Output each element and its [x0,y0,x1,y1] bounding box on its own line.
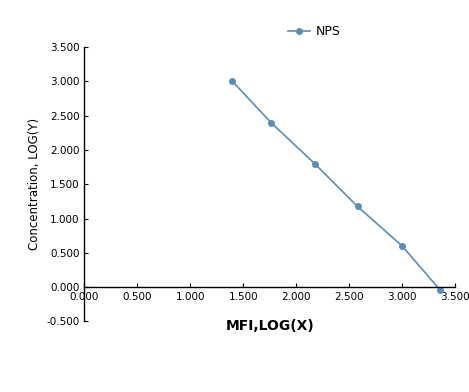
NPS [399,243,405,248]
NPS [355,204,360,209]
NPS [312,162,318,166]
NPS [438,288,443,293]
Line: NPS: NPS [230,78,443,293]
Y-axis label: Concentration, LOG(Y): Concentration, LOG(Y) [28,118,41,250]
Legend: NPS: NPS [283,20,345,44]
NPS [230,79,235,84]
X-axis label: MFI,LOG(X): MFI,LOG(X) [225,319,314,333]
NPS [268,120,274,125]
